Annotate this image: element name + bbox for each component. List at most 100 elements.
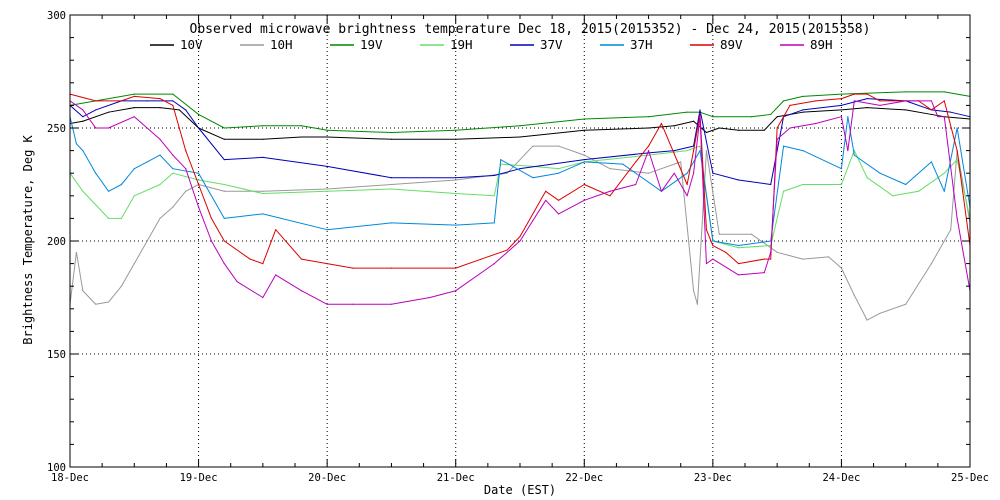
series-segment xyxy=(275,274,302,292)
series-segment xyxy=(210,218,225,242)
series-segment xyxy=(840,116,849,151)
x-axis-label: Date (EST) xyxy=(484,483,556,497)
series-segment xyxy=(699,116,707,264)
series-segment xyxy=(802,93,842,97)
series-segment xyxy=(519,129,585,138)
series-segment xyxy=(159,206,174,219)
series-segment xyxy=(121,168,135,185)
series-segment xyxy=(712,172,739,181)
x-tick-label: 24-Dec xyxy=(822,472,860,484)
series-segment xyxy=(455,258,482,269)
legend: 10V 10H 19V 19H 37V 37H 89V 89H xyxy=(150,37,833,52)
series-segment xyxy=(840,150,855,185)
series-segment xyxy=(391,188,456,195)
series-segment xyxy=(609,184,636,192)
series-segment xyxy=(802,109,842,113)
series-segment xyxy=(693,109,701,147)
series-segment xyxy=(738,240,771,247)
y-tick-label: 200 xyxy=(47,236,66,248)
series-segment xyxy=(828,256,842,269)
grid-lines xyxy=(70,15,970,467)
series-segment xyxy=(327,184,392,190)
series-segment xyxy=(159,172,174,185)
legend-label-10v: 10V xyxy=(180,37,203,52)
series-segment xyxy=(198,184,225,192)
series-segment xyxy=(705,229,714,246)
series-segment xyxy=(429,290,456,298)
series-segment xyxy=(738,272,765,276)
series-segment xyxy=(262,190,328,195)
series-segment xyxy=(262,229,277,264)
series-segment xyxy=(930,100,939,117)
series-segment xyxy=(853,295,868,321)
series-segment xyxy=(120,263,135,287)
series-segment xyxy=(519,191,547,237)
series-segment xyxy=(635,145,649,163)
series-segment xyxy=(391,179,456,185)
series-segment xyxy=(866,177,894,197)
series-segment xyxy=(455,125,521,131)
series-segment xyxy=(327,263,353,269)
series-segment xyxy=(301,258,328,265)
series-segment xyxy=(789,122,816,129)
series-segment xyxy=(558,184,585,201)
legend-label-37v: 37V xyxy=(540,37,563,52)
series-segment xyxy=(121,95,135,102)
series-segment xyxy=(680,161,695,291)
x-tick-label: 18-Dec xyxy=(51,472,89,484)
series-segment xyxy=(172,100,187,111)
y-axis-label: Brightness Temperature, Deg K xyxy=(21,134,35,344)
series-segment xyxy=(847,100,855,151)
legend-label-89h: 89H xyxy=(810,37,833,52)
series-segment xyxy=(82,290,97,305)
series-segment xyxy=(133,116,161,140)
series-segment xyxy=(82,190,109,219)
series-89h xyxy=(69,100,971,305)
series-10h xyxy=(69,145,971,321)
series-segment xyxy=(944,91,971,97)
series-segment xyxy=(840,267,855,296)
series-segment xyxy=(95,100,122,111)
series-segment xyxy=(506,145,534,174)
series-segment xyxy=(905,109,932,115)
series-segment xyxy=(783,145,803,152)
series-segment xyxy=(648,111,688,118)
series-segment xyxy=(545,199,559,215)
series-segment xyxy=(584,152,649,161)
series-segment xyxy=(802,256,829,260)
series-segment xyxy=(82,150,97,174)
y-tick-label: 100 xyxy=(47,462,66,474)
series-segment xyxy=(777,251,803,260)
y-tick-label: 250 xyxy=(47,123,66,135)
series-segment xyxy=(648,125,675,129)
series-segment xyxy=(172,93,199,115)
legend-label-19v: 19V xyxy=(360,37,383,52)
series-segment xyxy=(696,150,707,305)
series-segment xyxy=(879,172,906,185)
series-segment xyxy=(648,150,662,192)
series-segment xyxy=(706,127,720,133)
series-segment xyxy=(133,240,148,264)
series-segment xyxy=(943,116,958,219)
series-segment xyxy=(178,127,187,151)
series-segment xyxy=(69,116,77,144)
series-segment xyxy=(693,114,701,151)
series-segment xyxy=(584,190,611,201)
series-segment xyxy=(95,93,135,102)
series-segment xyxy=(648,150,688,156)
series-segment xyxy=(866,93,881,102)
x-tick-label: 21-Dec xyxy=(437,472,475,484)
series-segment xyxy=(455,263,495,292)
series-segment xyxy=(783,109,804,118)
series-segment xyxy=(706,258,714,265)
series-segment xyxy=(686,150,701,174)
series-segment xyxy=(763,252,772,273)
series-segment xyxy=(185,150,200,185)
series-segment xyxy=(500,159,534,179)
series-segment xyxy=(69,100,96,106)
series-segment xyxy=(178,109,199,129)
series-segment xyxy=(327,165,392,179)
series-segment xyxy=(198,127,225,140)
series-segment xyxy=(854,100,881,106)
series-segment xyxy=(674,120,694,127)
